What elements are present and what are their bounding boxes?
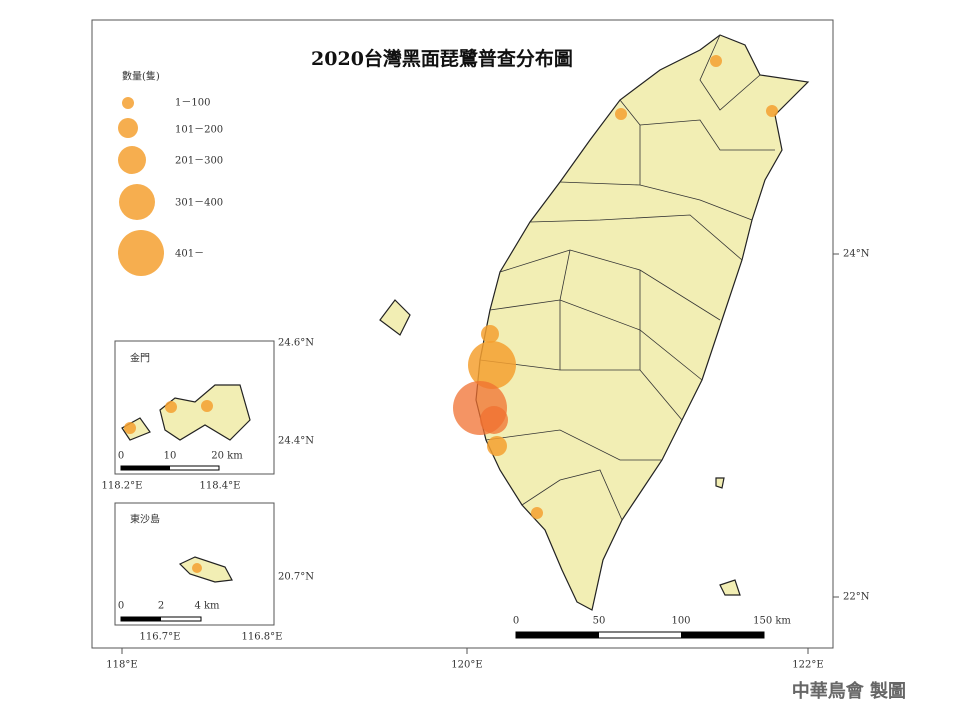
sighting <box>192 563 202 573</box>
legend-title: 數量(隻) <box>122 70 160 83</box>
sighting <box>124 422 136 434</box>
lieyu-island <box>121 417 151 441</box>
frame-ticks <box>121 253 839 654</box>
inset-name: 金門 <box>130 352 150 365</box>
legend-label: 101－200 <box>175 125 223 136</box>
inset-lon: 116.8°E <box>242 632 283 643</box>
ludao <box>715 477 725 489</box>
inset-lat: 24.6°N <box>278 338 314 349</box>
sighting <box>165 401 177 413</box>
legend-symbol <box>118 146 146 174</box>
inset-scale-label: 20 km <box>211 451 243 462</box>
scale-label: 100 <box>671 616 690 627</box>
legend-symbol <box>118 118 138 138</box>
lon-label: 118°E <box>106 660 137 671</box>
inset-lon: 118.2°E <box>102 481 143 492</box>
kinmen-island <box>159 384 251 441</box>
legend-label: 401－ <box>175 249 204 260</box>
inset-lat: 24.4°N <box>278 436 314 447</box>
legend-label: 301－400 <box>175 198 223 209</box>
lon-label: 120°E <box>451 660 482 671</box>
lat-label: 22°N <box>843 592 870 603</box>
map-title: 2020台灣黑面琵鷺普查分布圖 <box>311 47 573 70</box>
legend-symbol <box>119 184 155 220</box>
legend-label: 1－100 <box>175 98 210 109</box>
inset-scale-label: 2 <box>158 601 164 612</box>
legend-symbol <box>118 230 164 276</box>
dongsha-island <box>178 556 233 583</box>
lon-label: 122°E <box>792 660 823 671</box>
inset-scale-label: 0 <box>118 601 124 612</box>
inset-lon: 118.4°E <box>200 481 241 492</box>
inset-scale-bar <box>121 466 170 470</box>
taiwan-island <box>475 34 810 611</box>
legend-symbol <box>122 97 134 109</box>
inset-lat: 20.7°N <box>278 572 314 583</box>
inset-scale-label: 0 <box>118 451 124 462</box>
county-borders <box>479 34 775 521</box>
inset-name: 東沙島 <box>130 513 160 526</box>
legend-label: 201－300 <box>175 156 223 167</box>
sightings <box>453 55 778 519</box>
penghu <box>379 299 411 336</box>
lanyu <box>719 579 741 596</box>
inset-scale-bar <box>121 617 161 621</box>
inset-scale-label: 4 km <box>194 601 220 612</box>
lat-label: 24°N <box>843 249 870 260</box>
credit: 中華鳥會 製圖 <box>792 680 906 702</box>
inset-scale-label: 10 <box>164 451 177 462</box>
inset-lon: 116.7°E <box>140 632 181 643</box>
sighting <box>201 400 213 412</box>
scale-label: 150 km <box>753 616 791 627</box>
scale-label: 50 <box>593 616 606 627</box>
scale-label: 0 <box>513 616 519 627</box>
scale-bar <box>515 631 765 639</box>
